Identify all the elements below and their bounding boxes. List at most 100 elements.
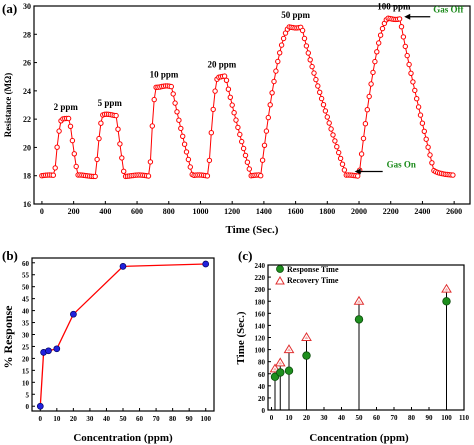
resistance-point <box>339 161 346 167</box>
resistance-point <box>360 135 367 142</box>
panel-b-label: (b) <box>2 248 18 263</box>
y-tick-label: 40 <box>22 308 30 316</box>
resistance-point <box>377 32 384 38</box>
x-tick-label: 1200 <box>224 207 240 216</box>
resistance-point <box>410 79 416 85</box>
resistance-point <box>151 96 157 103</box>
resistance-point <box>412 87 418 94</box>
y-tick-label: 20 <box>23 143 31 152</box>
y-tick-label: 25 <box>22 343 30 351</box>
x-tick-label: 50 <box>120 415 128 423</box>
resistance-point <box>368 81 374 87</box>
resistance-point <box>398 24 405 30</box>
y-tick-label: 60 <box>22 260 30 268</box>
resistance-point <box>50 172 56 178</box>
panel-c-x-axis-label: Concentration (ppm) <box>309 432 409 444</box>
resistance-point <box>396 16 403 22</box>
response-point <box>45 347 52 355</box>
resistance-point <box>421 128 427 135</box>
resistance-point <box>242 152 249 159</box>
y-tick-label: 26 <box>23 59 31 68</box>
panel-a-frame <box>33 5 471 205</box>
response-time-point <box>284 366 294 375</box>
resistance-point <box>364 107 370 113</box>
resistance-point <box>305 50 311 56</box>
resistance-point <box>231 110 237 116</box>
response-point <box>70 310 77 318</box>
resistance-point <box>341 167 348 173</box>
gas-on-label: Gas On <box>387 159 416 169</box>
resistance-point <box>404 52 410 59</box>
resistance-point <box>414 96 420 102</box>
resistance-point <box>239 138 245 145</box>
resistance-point <box>376 40 382 46</box>
panel-a-y-axis-label: Resistance (MΩ) <box>3 73 13 137</box>
concentration-label: 20 ppm <box>207 60 236 70</box>
resistance-point <box>309 63 315 70</box>
resistance-point <box>187 164 194 170</box>
y-tick-label: 24 <box>23 87 31 96</box>
x-tick-label: 50 <box>356 414 364 422</box>
x-tick-label: 80 <box>169 415 177 423</box>
x-tick-label: 2600 <box>446 207 462 216</box>
response-point <box>53 345 61 353</box>
resistance-point <box>221 73 228 79</box>
resistance-point <box>265 114 271 121</box>
panel-a-label: (a) <box>2 1 17 16</box>
resistance-point <box>324 114 330 120</box>
resistance-point <box>174 109 180 115</box>
panel-b-y-axis-label: % Response <box>1 305 15 369</box>
resistance-point <box>366 93 372 100</box>
y-tick-label: 160 <box>255 310 266 318</box>
gas-off-arrowhead <box>404 13 411 20</box>
resistance-point <box>269 90 275 96</box>
resistance-point <box>180 133 186 140</box>
resistance-point <box>322 108 329 114</box>
resistance-point <box>299 27 306 34</box>
x-tick-label: 30 <box>86 415 94 423</box>
x-tick-label: 1600 <box>288 207 304 216</box>
x-tick-label: 10 <box>286 414 294 422</box>
resistance-point <box>425 144 431 150</box>
resistance-point <box>315 83 321 89</box>
resistance-point <box>176 117 182 123</box>
resistance-point <box>423 136 429 142</box>
y-tick-label: 35 <box>22 320 30 328</box>
x-tick-label: 70 <box>153 415 161 423</box>
x-tick-label: 0 <box>40 207 44 216</box>
resistance-point <box>280 35 287 42</box>
response-time-point <box>354 315 364 324</box>
resistance-point <box>271 78 277 85</box>
response-time-point <box>442 297 451 306</box>
resistance-point <box>227 94 234 101</box>
resistance-point <box>96 135 102 142</box>
resistance-point <box>170 91 176 97</box>
resistance-point <box>223 77 230 84</box>
legend-recovery-time-label: Recovery Time <box>287 276 339 285</box>
resistance-point <box>337 155 344 162</box>
resistance-point <box>210 106 216 113</box>
resistance-point <box>204 173 211 179</box>
resistance-point <box>355 173 361 179</box>
panel-c-y-axis-label: Time (Sec.) <box>235 311 247 364</box>
x-tick-label: 0 <box>270 414 274 422</box>
concentration-label: 100 ppm <box>377 2 411 12</box>
resistance-point <box>145 173 152 179</box>
y-tick-label: 50 <box>22 284 30 292</box>
y-tick-label: 60 <box>258 371 266 379</box>
x-tick-label: 90 <box>426 414 434 422</box>
resistance-point <box>275 58 281 65</box>
resistance-point <box>71 151 78 157</box>
y-tick-label: 18 <box>23 172 31 181</box>
resistance-point <box>318 95 325 102</box>
gas-on-arrowhead <box>354 168 361 175</box>
y-tick-label: 40 <box>258 383 266 391</box>
resistance-point <box>313 76 319 83</box>
y-tick-label: 200 <box>255 286 266 294</box>
resistance-point <box>303 43 310 49</box>
y-tick-label: 220 <box>255 274 266 282</box>
x-tick-label: 30 <box>321 414 329 422</box>
y-tick-label: 30 <box>23 2 31 11</box>
x-tick-label: 1800 <box>319 207 335 216</box>
legend-recovery-time-marker <box>275 275 285 285</box>
